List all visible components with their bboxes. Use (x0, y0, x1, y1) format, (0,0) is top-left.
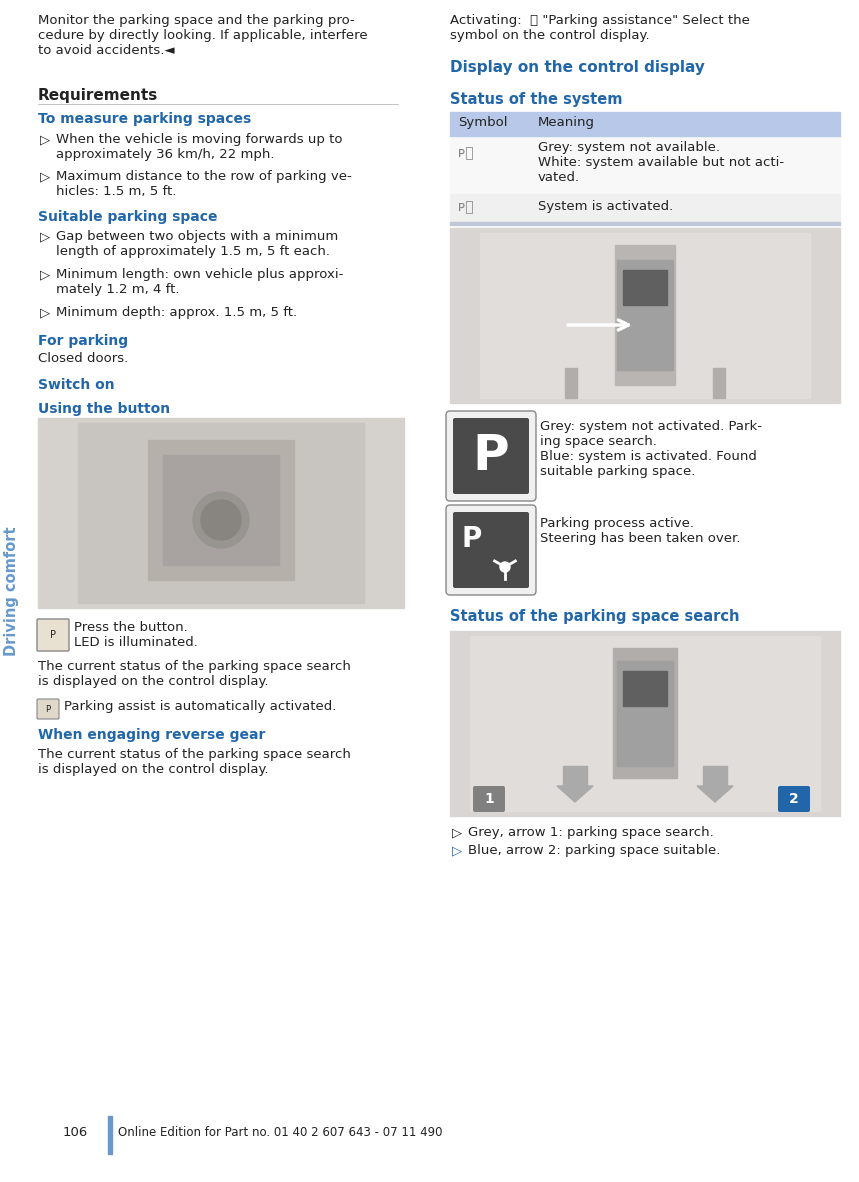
Text: ▷: ▷ (40, 306, 50, 319)
Bar (38, 418, 404, 608)
Bar (108, 1116, 112, 1154)
Text: Switch on: Switch on (38, 378, 114, 392)
Bar (450, 631, 840, 816)
Text: P: P (462, 525, 482, 553)
Text: Status of the parking space search: Status of the parking space search (450, 609, 740, 624)
Text: Monitor the parking space and the parking pro-
cedure by directly looking. If ap: Monitor the parking space and the parkin… (38, 14, 368, 57)
Text: Minimum length: own vehicle plus approxi-
mately 1.2 m, 4 ft.: Minimum length: own vehicle plus approxi… (56, 268, 344, 296)
Text: P: P (472, 431, 509, 480)
Bar (623, 269, 667, 305)
Text: ▷: ▷ (452, 844, 462, 857)
Text: Grey: system not activated. Park-
ing space search.
Blue: system is activated. F: Grey: system not activated. Park- ing sp… (540, 420, 762, 478)
Text: Symbol: Symbol (458, 116, 508, 129)
Bar (713, 368, 725, 398)
Polygon shape (697, 786, 733, 803)
FancyBboxPatch shape (37, 699, 59, 719)
FancyBboxPatch shape (37, 619, 69, 651)
Text: ᴘ⦿: ᴘ⦿ (458, 147, 473, 160)
Text: Status of the system: Status of the system (450, 92, 623, 108)
Text: The current status of the parking space search
is displayed on the control displ: The current status of the parking space … (38, 660, 350, 688)
Text: When engaging reverse gear: When engaging reverse gear (38, 728, 265, 742)
Text: Press the button.
LED is illuminated.: Press the button. LED is illuminated. (74, 621, 198, 649)
Circle shape (201, 500, 241, 540)
Bar (470, 636, 820, 811)
Bar (450, 222, 840, 225)
Text: ▷: ▷ (40, 230, 50, 243)
Bar (148, 440, 294, 580)
Text: ▷: ▷ (40, 134, 50, 147)
Text: Parking assist is automatically activated.: Parking assist is automatically activate… (64, 700, 337, 713)
Bar (617, 260, 673, 370)
Text: 2: 2 (789, 792, 799, 806)
Text: Grey, arrow 1: parking space search.: Grey, arrow 1: parking space search. (468, 826, 714, 839)
Text: 106: 106 (63, 1125, 88, 1138)
Text: Driving comfort: Driving comfort (4, 526, 20, 656)
Polygon shape (557, 786, 593, 803)
Text: ▷: ▷ (452, 826, 462, 839)
Text: Using the button: Using the button (38, 402, 170, 416)
Bar (615, 245, 675, 385)
Bar (565, 368, 577, 398)
Circle shape (193, 492, 249, 548)
Text: Minimum depth: approx. 1.5 m, 5 ft.: Minimum depth: approx. 1.5 m, 5 ft. (56, 306, 297, 319)
Text: Suitable parking space: Suitable parking space (38, 210, 217, 225)
Bar (450, 136, 840, 194)
Text: System is activated.: System is activated. (538, 200, 673, 213)
FancyBboxPatch shape (453, 512, 529, 587)
Bar (613, 648, 677, 778)
Text: P: P (50, 630, 56, 639)
Text: Grey: system not available.
White: system available but not acti-
vated.: Grey: system not available. White: syste… (538, 141, 784, 184)
FancyBboxPatch shape (446, 505, 536, 595)
Bar (703, 766, 727, 786)
Text: Activating:  ⓐ "Parking assistance" Select the
symbol on the control display.: Activating: ⓐ "Parking assistance" Selec… (450, 14, 750, 43)
Bar (450, 194, 840, 222)
Text: When the vehicle is moving forwards up to
approximately 36 km/h, 22 mph.: When the vehicle is moving forwards up t… (56, 134, 343, 161)
FancyBboxPatch shape (446, 411, 536, 501)
Text: Meaning: Meaning (538, 116, 595, 129)
Bar (450, 194, 840, 222)
Text: Online Edition for Part no. 01 40 2 607 643 - 07 11 490: Online Edition for Part no. 01 40 2 607 … (118, 1125, 442, 1138)
Bar (623, 671, 667, 706)
Bar (450, 136, 840, 194)
Text: Closed doors.: Closed doors. (38, 352, 128, 365)
Bar (563, 766, 587, 786)
Text: Maximum distance to the row of parking ve-
hicles: 1.5 m, 5 ft.: Maximum distance to the row of parking v… (56, 170, 351, 199)
Text: 1: 1 (484, 792, 494, 806)
Bar (480, 233, 810, 398)
Text: Requirements: Requirements (38, 87, 158, 103)
Circle shape (500, 561, 510, 572)
FancyBboxPatch shape (778, 786, 810, 812)
Text: The current status of the parking space search
is displayed on the control displ: The current status of the parking space … (38, 748, 350, 777)
Bar (450, 112, 840, 136)
Bar (450, 228, 840, 403)
Text: ᴘ⦿: ᴘ⦿ (458, 200, 473, 214)
Text: Parking process active.
Steering has been taken over.: Parking process active. Steering has bee… (540, 517, 740, 545)
FancyBboxPatch shape (453, 418, 529, 494)
Text: Gap between two objects with a minimum
length of approximately 1.5 m, 5 ft each.: Gap between two objects with a minimum l… (56, 230, 338, 258)
Text: Display on the control display: Display on the control display (450, 60, 705, 74)
Text: ▷: ▷ (40, 268, 50, 281)
Bar (163, 455, 279, 565)
Text: For parking: For parking (38, 335, 128, 348)
Text: Blue, arrow 2: parking space suitable.: Blue, arrow 2: parking space suitable. (468, 844, 721, 857)
Text: To measure parking spaces: To measure parking spaces (38, 112, 251, 126)
Text: ▷: ▷ (40, 170, 50, 183)
Bar (78, 423, 364, 603)
Bar (617, 661, 673, 766)
Text: P: P (46, 704, 51, 714)
FancyBboxPatch shape (473, 786, 505, 812)
